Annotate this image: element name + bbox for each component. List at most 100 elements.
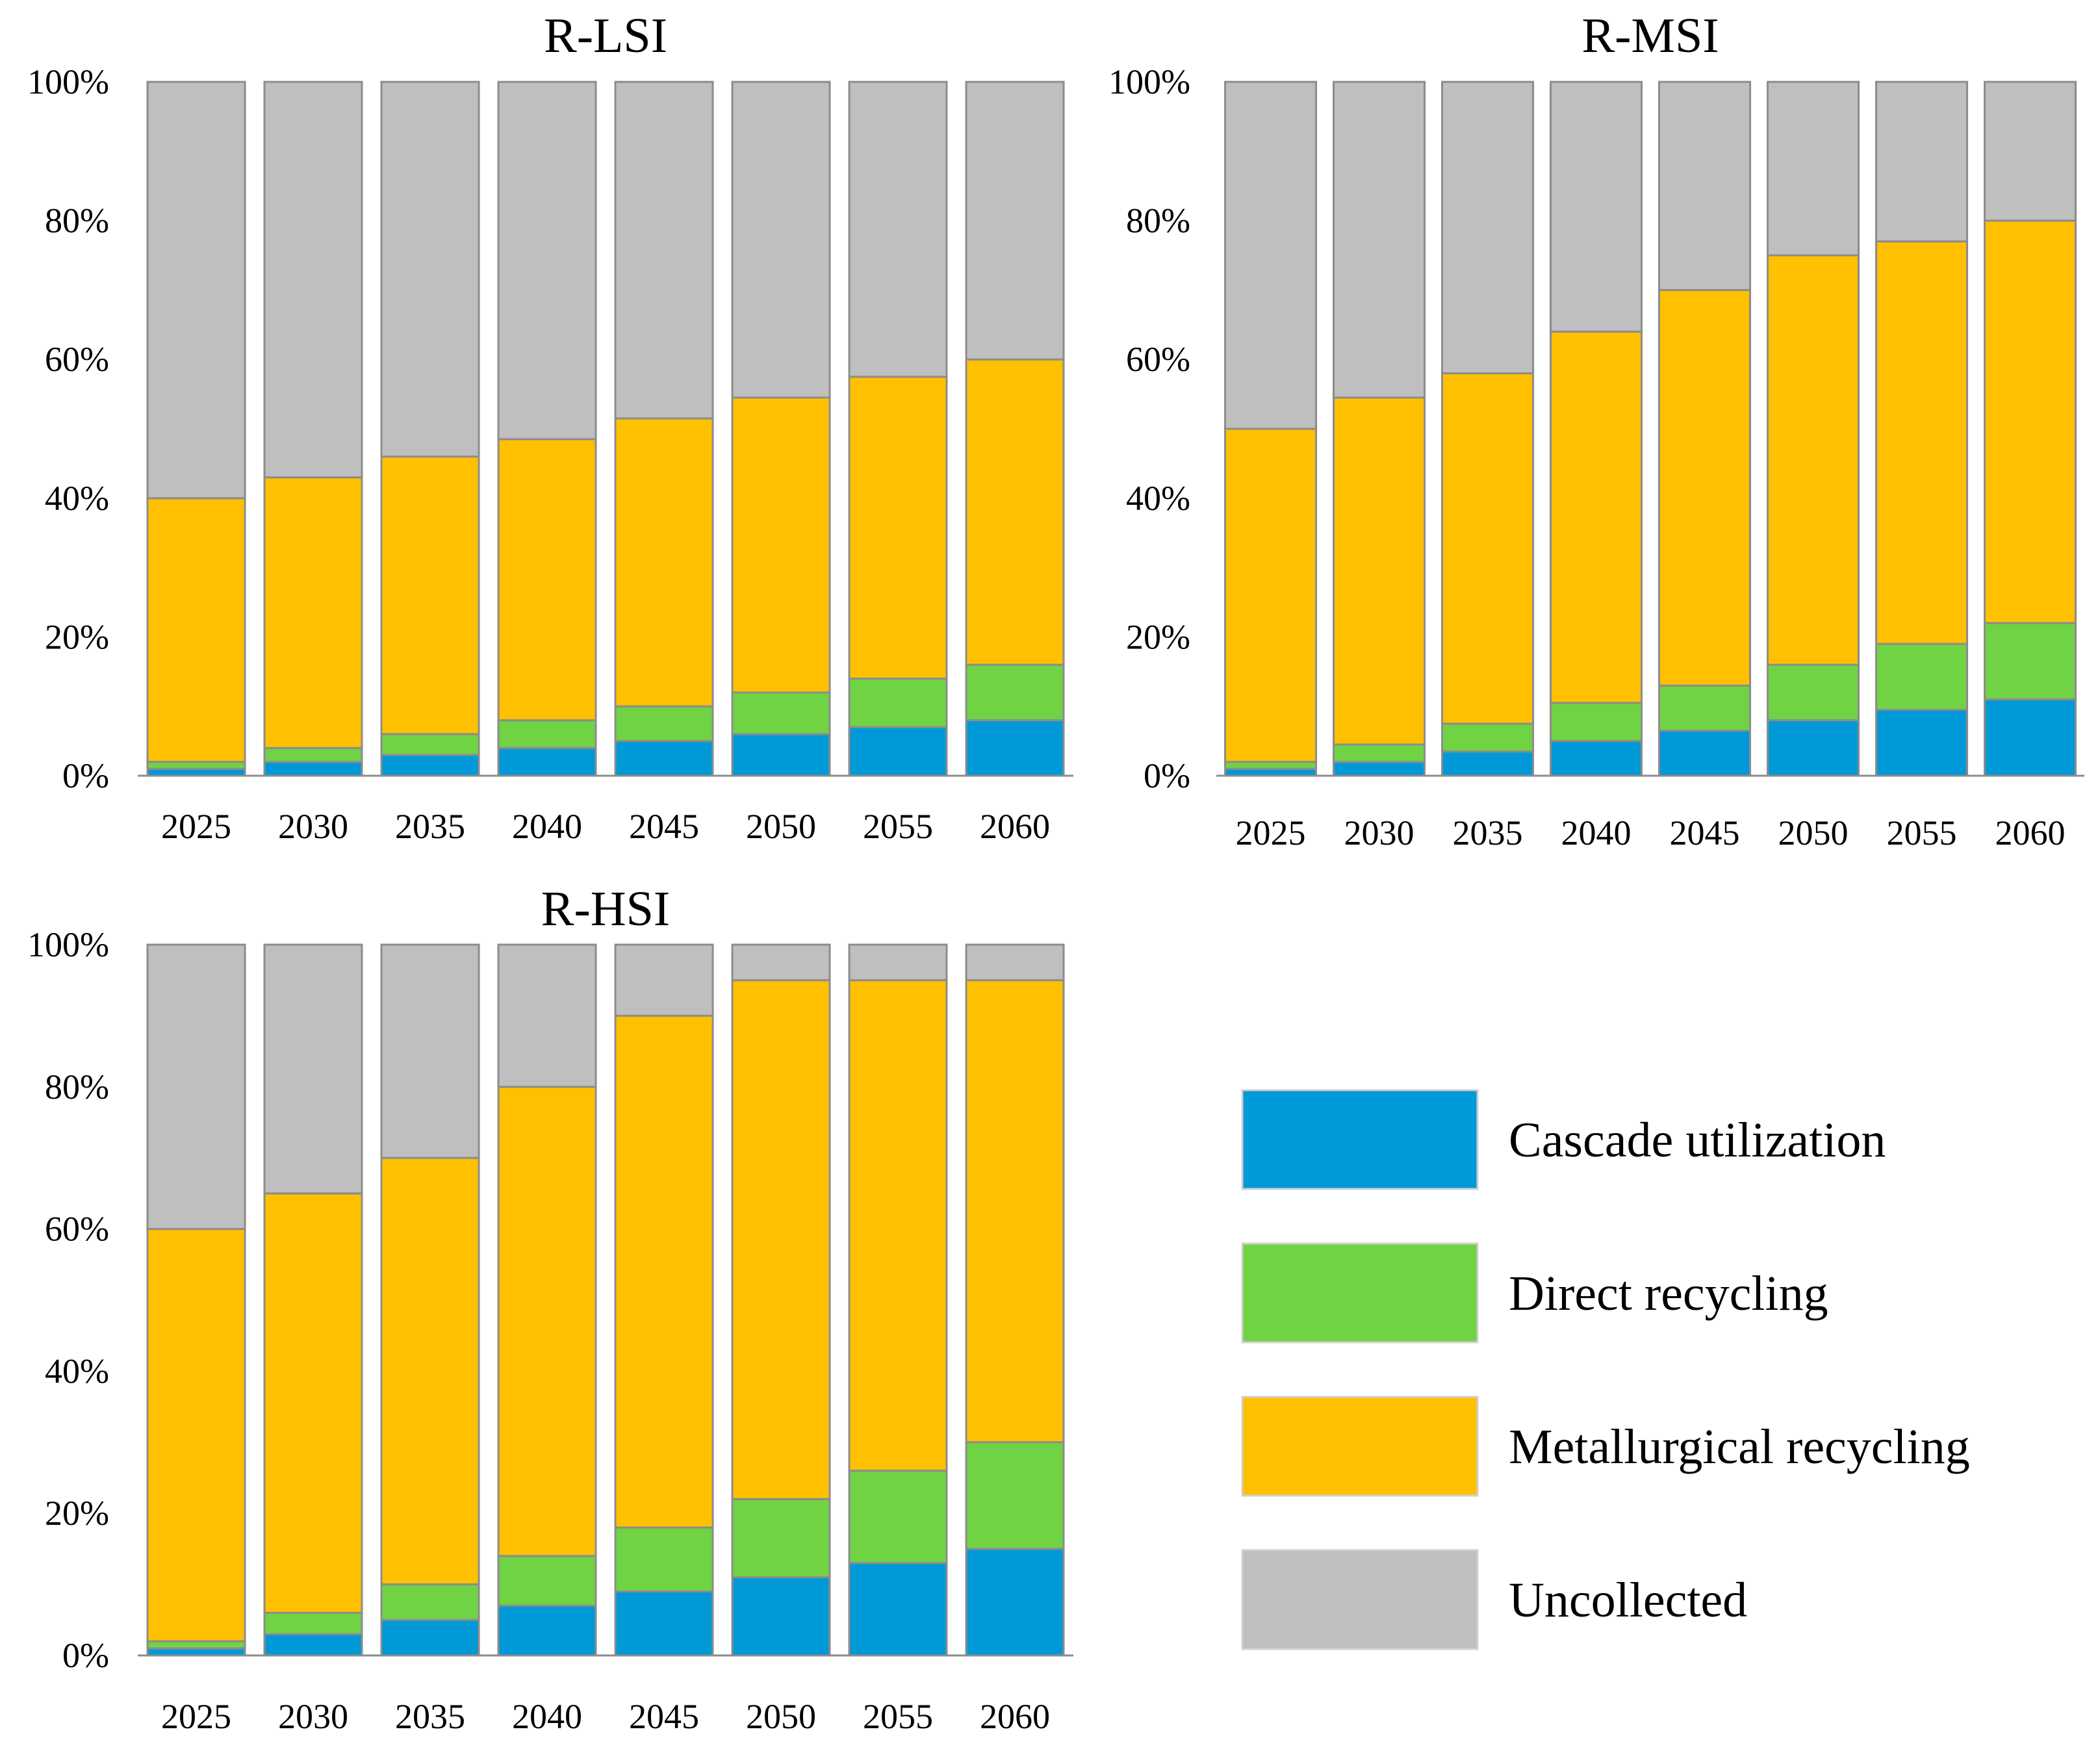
bar-metallurgical-2040 (497, 438, 597, 722)
bar-cascade-2055 (848, 726, 948, 777)
x-tick-label: 2040 (512, 807, 582, 846)
x-tick-label: 2060 (980, 1697, 1050, 1736)
bar-direct-2055 (848, 677, 948, 728)
bar-cascade-2025 (146, 767, 246, 777)
bar-uncollected-2040 (497, 943, 597, 1088)
legend-item-metallurgical: Metallurgical recycling (1241, 1396, 1970, 1497)
bar-uncollected-2030 (263, 81, 363, 479)
bar-metallurgical-2055 (848, 376, 948, 680)
bar-metallurgical-2055 (848, 979, 948, 1472)
bar-metallurgical-2025 (1224, 428, 1317, 763)
bar-uncollected-2050 (731, 81, 831, 399)
y-tick-label: 20% (45, 617, 109, 656)
bar-cascade-2030 (263, 1633, 363, 1657)
bar-cascade-2045 (614, 740, 714, 777)
y-tick-label: 100% (27, 62, 109, 101)
bar-cascade-2025 (1224, 767, 1317, 777)
x-tick-label: 2030 (278, 807, 348, 846)
bar-uncollected-2045 (614, 943, 714, 1017)
x-tick-label: 2055 (863, 1697, 933, 1736)
bar-metallurgical-2035 (380, 1156, 480, 1586)
bar-uncollected-2035 (380, 943, 480, 1159)
y-tick-label: 100% (27, 925, 109, 964)
y-tick-label: 60% (45, 340, 109, 379)
bar-cascade-2050 (731, 1576, 831, 1657)
y-tick-label: 80% (45, 201, 109, 240)
bar-metallurgical-2060 (1984, 220, 2077, 624)
y-tick-label: 0% (62, 1636, 109, 1675)
bar-metallurgical-2035 (380, 455, 480, 735)
x-tick-label: 2035 (1453, 813, 1523, 852)
bar-metallurgical-2030 (263, 476, 363, 749)
bar-direct-2040 (1550, 702, 1643, 743)
bar-direct-2045 (614, 705, 714, 743)
legend-label-uncollected: Uncollected (1509, 1573, 1747, 1628)
y-tick-label: 20% (1126, 617, 1190, 656)
bar-metallurgical-2060 (965, 358, 1065, 666)
bar-cascade-2060 (1984, 698, 2077, 777)
x-tick-label: 2055 (863, 807, 933, 846)
bar-direct-2035 (380, 1583, 480, 1621)
x-tick-label: 2030 (278, 1697, 348, 1736)
bar-cascade-2030 (1333, 761, 1426, 777)
bar-cascade-2055 (1875, 709, 1968, 777)
bar-uncollected-2025 (146, 81, 246, 500)
legend-swatch-cascade (1241, 1089, 1479, 1190)
y-tick-label: 40% (1126, 479, 1190, 518)
bar-uncollected-2045 (614, 81, 714, 420)
x-tick-label: 2045 (1670, 813, 1740, 852)
bar-uncollected-2055 (848, 943, 948, 982)
legend-item-direct: Direct recycling (1241, 1242, 1828, 1344)
bar-uncollected-2060 (1984, 81, 2077, 222)
bar-direct-2025 (146, 761, 246, 770)
bar-metallurgical-2050 (731, 396, 831, 694)
bar-direct-2050 (731, 691, 831, 735)
bar-direct-2030 (1333, 743, 1426, 763)
bar-cascade-2035 (380, 754, 480, 777)
bar-metallurgical-2030 (263, 1192, 363, 1614)
x-tick-label: 2055 (1887, 813, 1957, 852)
bar-direct-2060 (965, 663, 1065, 722)
bar-direct-2025 (1224, 761, 1317, 770)
bar-uncollected-2060 (965, 81, 1065, 361)
bar-metallurgical-2040 (497, 1086, 597, 1557)
legend-label-metallurgical: Metallurgical recycling (1509, 1420, 1970, 1474)
legend-item-uncollected: Uncollected (1241, 1549, 1747, 1650)
bar-metallurgical-2045 (1658, 288, 1751, 687)
x-tick-label: 2050 (746, 807, 816, 846)
x-tick-label: 2025 (161, 1697, 231, 1736)
bar-cascade-2025 (146, 1647, 246, 1657)
y-tick-label: 80% (1126, 201, 1190, 240)
chart-title: R-HSI (541, 882, 670, 936)
chart-lsi: R-LSI 0% 20% 40% 60% 80% 100% 2025 2030 2035 2040 2… (27, 8, 1073, 846)
bar-cascade-2045 (1658, 730, 1751, 777)
bar-uncollected-2030 (1333, 81, 1426, 399)
legend-label-cascade: Cascade utilization (1509, 1113, 1886, 1168)
bar-direct-2060 (1984, 622, 2077, 701)
x-tick-label: 2060 (1995, 813, 2066, 852)
bar-metallurgical-2045 (614, 417, 714, 708)
y-tick-label: 80% (45, 1067, 109, 1106)
legend: Cascade utilization Direct recycling Metal… (1241, 1089, 1970, 1650)
bar-cascade-2045 (614, 1590, 714, 1657)
x-tick-label: 2025 (1236, 813, 1306, 852)
bar-metallurgical-2045 (614, 1014, 714, 1529)
bar-direct-2035 (1441, 722, 1534, 753)
bar-uncollected-2045 (1658, 81, 1751, 291)
bar-cascade-2035 (380, 1618, 480, 1657)
bar-cascade-2040 (497, 1604, 597, 1657)
legend-label-direct: Direct recycling (1509, 1266, 1828, 1321)
y-tick-label: 0% (62, 756, 109, 795)
x-tick-label: 2030 (1344, 813, 1415, 852)
legend-swatch-metallurgical (1241, 1396, 1479, 1497)
bar-direct-2055 (1875, 643, 1968, 711)
bar-cascade-2060 (965, 719, 1065, 777)
bar-direct-2050 (1767, 663, 1860, 722)
chart-title: R-LSI (544, 8, 667, 63)
bar-uncollected-2040 (1550, 81, 1643, 333)
bar-direct-2050 (731, 1498, 831, 1579)
legend-swatch-uncollected (1241, 1549, 1479, 1650)
bar-cascade-2035 (1441, 750, 1534, 777)
bar-uncollected-2030 (263, 943, 363, 1195)
bar-uncollected-2050 (1767, 81, 1860, 257)
